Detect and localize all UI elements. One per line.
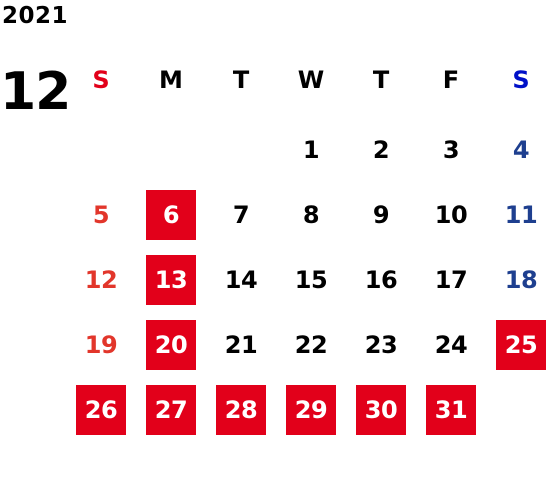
day-13: 13	[146, 255, 196, 305]
day-12: 12	[84, 266, 118, 294]
day-27: 27	[146, 385, 196, 435]
day-30: 30	[356, 385, 406, 435]
weekday-wed: W	[297, 66, 325, 94]
day-29: 29	[286, 385, 336, 435]
day-26: 26	[76, 385, 126, 435]
day-14: 14	[224, 266, 258, 294]
day-4: 4	[512, 136, 530, 164]
weekday-sun: S	[92, 66, 110, 94]
weekday-thu: T	[372, 66, 390, 94]
day-1: 1	[302, 136, 320, 164]
day-17: 17	[434, 266, 468, 294]
day-8: 8	[302, 201, 320, 229]
weekday-sat: S	[512, 66, 530, 94]
weekday-tue: T	[232, 66, 250, 94]
day-25: 25	[496, 320, 546, 370]
day-9: 9	[372, 201, 390, 229]
day-7: 7	[232, 201, 250, 229]
day-2: 2	[372, 136, 390, 164]
day-23: 23	[364, 331, 398, 359]
day-28: 28	[216, 385, 266, 435]
day-24: 24	[434, 331, 468, 359]
day-15: 15	[294, 266, 328, 294]
day-20: 20	[146, 320, 196, 370]
weekday-fri: F	[442, 66, 460, 94]
day-10: 10	[434, 201, 468, 229]
day-19: 19	[84, 331, 118, 359]
day-21: 21	[224, 331, 258, 359]
day-16: 16	[364, 266, 398, 294]
day-11: 11	[504, 201, 538, 229]
year-label: 2021	[2, 3, 69, 29]
day-3: 3	[442, 136, 460, 164]
weekday-mon: M	[159, 66, 183, 94]
day-22: 22	[294, 331, 328, 359]
day-18: 18	[504, 266, 538, 294]
day-5: 5	[92, 201, 110, 229]
month-number: 12	[0, 62, 71, 122]
day-6: 6	[146, 190, 196, 240]
day-31: 31	[426, 385, 476, 435]
